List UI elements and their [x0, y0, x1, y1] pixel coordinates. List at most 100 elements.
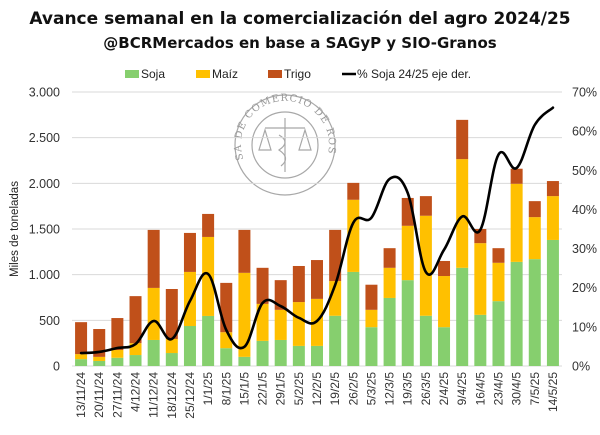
bar-maz	[401, 225, 414, 281]
x-tick-label: 25/12/24	[183, 372, 197, 419]
bar-soja	[75, 359, 88, 366]
x-tick-label: 7/5/25	[528, 372, 542, 406]
bar-maz	[147, 287, 160, 340]
x-tick-label: 1/1/25	[201, 372, 215, 406]
y-tick-label: 2.500	[29, 131, 60, 145]
bar-soja	[311, 345, 323, 366]
bar-trigo	[546, 181, 559, 197]
y2-tick-label: 40%	[572, 203, 597, 217]
bar-maz	[75, 354, 88, 360]
x-tick-label: 12/2/5	[310, 372, 324, 406]
bar-soja	[528, 259, 541, 366]
bar-soja	[165, 353, 178, 366]
bar-soja	[256, 340, 269, 366]
y2-tick-label: 50%	[572, 164, 597, 178]
legend-label-trigo: Trigo	[284, 67, 311, 81]
soja-pct-line	[79, 106, 555, 355]
bar-trigo	[383, 248, 396, 268]
y2-tick-label: 20%	[572, 281, 597, 295]
bar-maz	[438, 276, 451, 328]
bar-trigo	[438, 260, 451, 277]
bar-maz	[292, 302, 305, 346]
bar-soja	[202, 315, 215, 366]
y2-tick-label: 0%	[572, 360, 590, 374]
bar-soja	[383, 297, 396, 366]
chart-subtitle: @BCRMercados en base a SAGyP y SIO-Grano…	[103, 34, 496, 52]
x-tick-label: 8/1/25	[219, 372, 233, 406]
x-tick-label: 12/3/5	[383, 372, 397, 406]
legend-swatch-soja	[125, 70, 139, 78]
bar-soja	[329, 315, 342, 366]
bar-trigo	[329, 229, 342, 282]
y-tick-label: 2.000	[29, 177, 60, 191]
bar-soja	[401, 280, 414, 366]
legend-label-soja: Soja	[141, 67, 165, 81]
bar-soja	[220, 348, 233, 366]
x-tick-label: 20/11/24	[92, 372, 106, 418]
x-tick-label: 14/5/25	[546, 372, 560, 412]
legend: Soja Maíz Trigo % Soja 24/25 eje der.	[125, 67, 471, 81]
y2-tick-label: 60%	[572, 125, 597, 139]
y-tick-label: 0	[53, 360, 60, 374]
bars	[75, 119, 559, 366]
bar-soja	[274, 339, 287, 366]
legend-swatch-trigo	[268, 70, 282, 78]
bar-maz	[474, 243, 487, 315]
y-tick-label: 500	[39, 314, 60, 328]
bar-soja	[183, 325, 196, 366]
y-axis-left: 0 500 1.000 1.500 2.000 2.500 3.000	[29, 86, 60, 374]
x-tick-label: 13/11/24	[74, 372, 88, 418]
bar-trigo	[292, 265, 305, 303]
x-tick-label: 4/12/24	[129, 372, 143, 412]
bar-soja	[129, 355, 142, 366]
y-tick-label: 3.000	[29, 86, 60, 100]
bar-soja	[546, 239, 559, 366]
bar-maz	[165, 338, 178, 354]
x-tick-label: 26/2/5	[346, 372, 360, 406]
bar-maz	[274, 309, 287, 340]
bar-soja	[492, 301, 505, 366]
x-tick-label: 18/12/24	[165, 372, 179, 419]
bar-soja	[93, 360, 106, 366]
bar-trigo	[238, 229, 251, 273]
bar-trigo	[93, 329, 106, 357]
x-tick-label: 5/3/25	[364, 372, 378, 406]
bar-trigo	[220, 282, 233, 333]
bar-soja	[147, 339, 160, 366]
bar-soja	[365, 327, 378, 366]
bar-maz	[111, 350, 124, 358]
x-tick-label: 26/3/5	[419, 372, 433, 406]
y2-tick-label: 70%	[572, 86, 597, 100]
bar-trigo	[419, 196, 432, 216]
x-tick-label: 19/2/5	[328, 372, 342, 406]
bar-trigo	[165, 289, 178, 339]
bar-trigo	[202, 213, 215, 237]
bar-trigo	[365, 284, 378, 310]
legend-label-maiz: Maíz	[212, 67, 238, 81]
bar-maz	[510, 183, 523, 262]
bar-soja	[474, 314, 487, 366]
bar-maz	[256, 303, 269, 341]
x-tick-label: 29/1/5	[274, 372, 288, 406]
bar-maz	[238, 272, 251, 357]
bar-trigo	[492, 248, 505, 263]
bar-soja	[347, 271, 360, 366]
y-tick-label: 1.000	[29, 268, 60, 282]
bar-maz	[546, 196, 559, 240]
bar-maz	[202, 236, 215, 316]
legend-label-soja-pct: % Soja 24/25 eje der.	[357, 67, 471, 81]
y2-tick-label: 10%	[572, 320, 597, 334]
y-axis-label: Miles de toneladas	[9, 181, 21, 277]
bar-maz	[129, 343, 142, 356]
bar-trigo	[347, 182, 360, 200]
bar-soja	[419, 315, 432, 366]
bar-trigo	[129, 296, 142, 344]
y2-tick-label: 30%	[572, 242, 597, 256]
bar-soja	[238, 356, 251, 366]
bar-soja	[510, 261, 523, 366]
bar-soja	[438, 327, 451, 366]
bar-soja	[111, 357, 124, 366]
x-tick-label: 19/3/5	[401, 372, 415, 406]
bar-trigo	[111, 318, 124, 351]
